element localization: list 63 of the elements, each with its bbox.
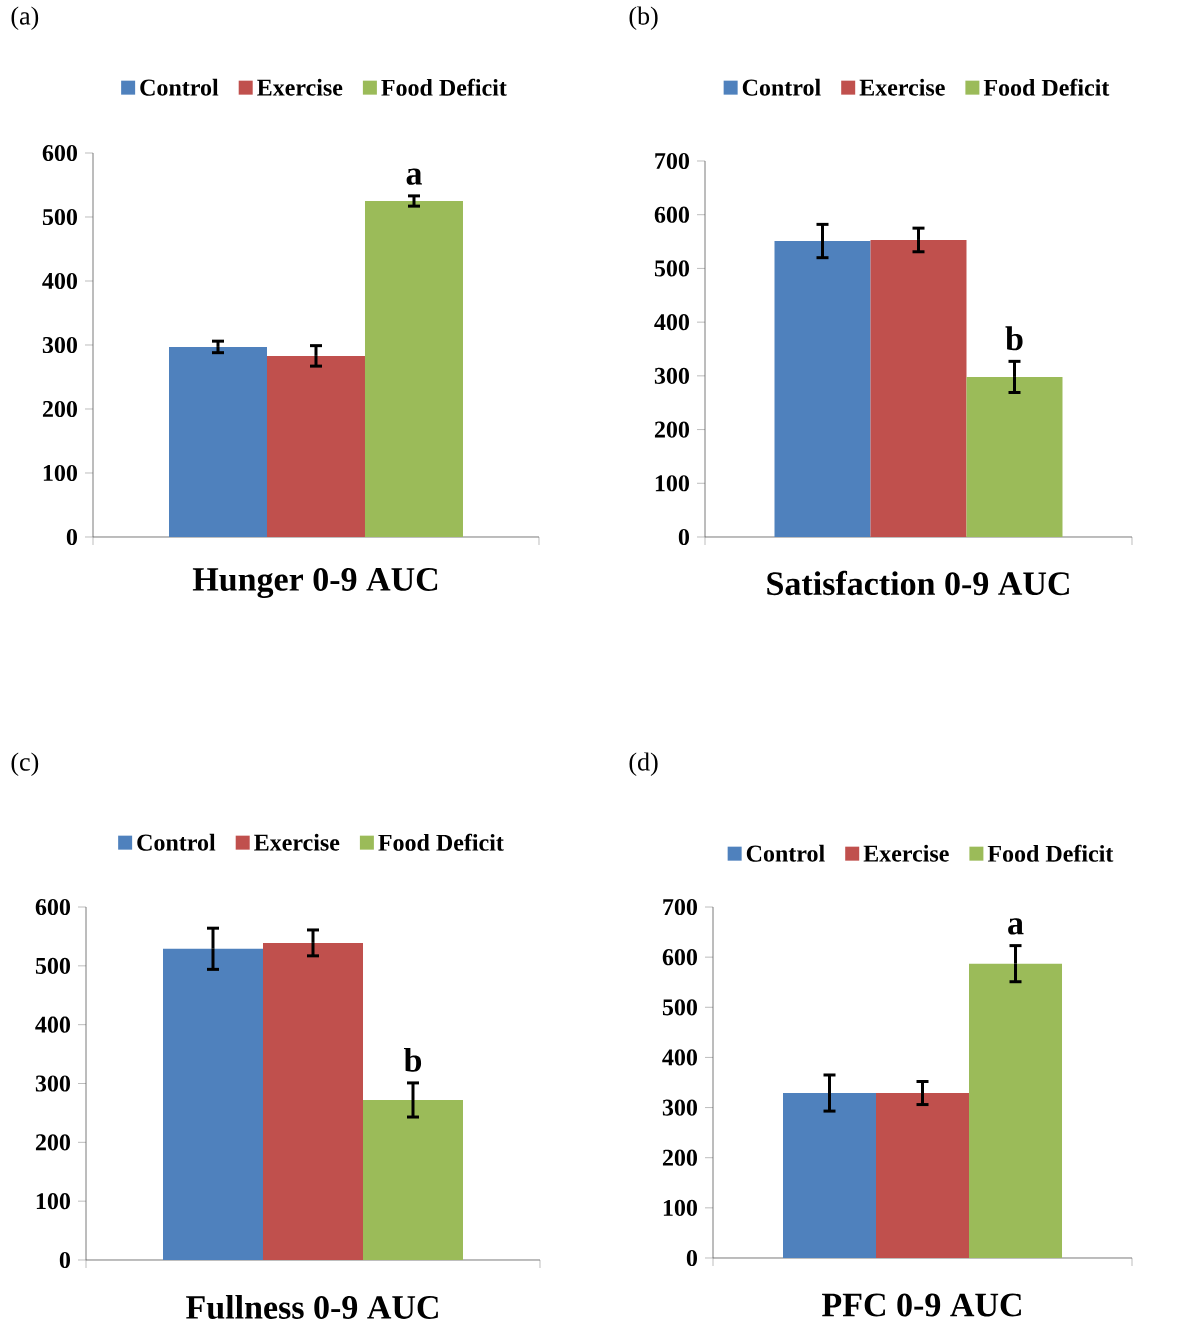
legend-label: Exercise: [254, 833, 340, 851]
y-tick-label: 400: [35, 1016, 70, 1033]
y-tick-label: 400: [662, 1049, 698, 1066]
bar: [363, 1099, 463, 1260]
bar: [169, 346, 267, 537]
y-tick-label: 300: [654, 367, 690, 384]
x-axis-title: Satisfaction 0-9 AUC: [767, 570, 1069, 596]
bar: [364, 201, 463, 537]
legend-label: Food Deficit: [983, 78, 1110, 96]
legend-label: Exercise: [863, 844, 949, 862]
annotation: b: [403, 1047, 422, 1072]
annotation: a: [1008, 918, 1024, 935]
y-tick-label: 500: [654, 260, 690, 277]
y-tick-label: 700: [663, 898, 698, 916]
y-tick-label: 400: [42, 272, 78, 290]
y-tick-label: 100: [43, 464, 78, 482]
y-tick-label: 600: [662, 949, 698, 966]
y-tick-label: 500: [35, 957, 70, 974]
bar: [266, 355, 365, 537]
y-tick-label: 500: [42, 208, 78, 226]
bar: [263, 942, 363, 1260]
y-tick-label: 0: [686, 1249, 698, 1267]
bar: [774, 241, 871, 537]
legend-label: Control: [137, 833, 216, 851]
y-tick-label: 300: [35, 1075, 70, 1092]
y-tick-label: 300: [42, 336, 78, 354]
legend-label: Control: [742, 78, 821, 96]
y-tick-label: 300: [662, 1099, 698, 1116]
legend-label: Control: [140, 78, 219, 96]
y-tick-label: 600: [654, 206, 690, 223]
y-tick-label: 200: [42, 400, 78, 418]
y-tick-label: 600: [42, 144, 78, 162]
legend-label: Exercise: [257, 78, 343, 96]
annotation: a: [406, 168, 422, 185]
annotation: b: [1005, 326, 1023, 351]
x-axis-title: Fullness 0-9 AUC: [186, 1295, 438, 1319]
y-tick-label: 200: [654, 421, 690, 438]
y-tick-label: 0: [59, 1251, 70, 1269]
x-axis-title: Hunger 0-9 AUC: [192, 567, 438, 599]
bar: [870, 239, 967, 537]
y-tick-label: 600: [35, 898, 70, 916]
x-axis-title: PFC 0-9 AUC: [822, 1293, 1021, 1317]
y-tick-label: 200: [662, 1149, 698, 1166]
chart-title: (a): [11, 6, 39, 30]
bar: [163, 948, 263, 1260]
legend-label: Control: [746, 844, 825, 862]
chart-title: (c): [11, 752, 39, 776]
y-tick-label: 200: [35, 1134, 70, 1151]
chart-title: (d): [629, 752, 658, 776]
y-tick-label: 100: [36, 1193, 70, 1210]
y-tick-label: 100: [663, 1199, 698, 1216]
y-tick-label: 500: [662, 999, 698, 1016]
y-tick-label: 700: [655, 152, 690, 170]
y-tick-label: 0: [678, 528, 690, 546]
chart-title: (b): [629, 6, 658, 30]
legend-label: Food Deficit: [378, 833, 504, 851]
legend-label: Exercise: [859, 78, 945, 96]
y-tick-label: 100: [655, 475, 690, 492]
y-tick-label: 0: [66, 528, 78, 546]
y-tick-label: 400: [654, 314, 690, 331]
legend-label: Food Deficit: [987, 844, 1114, 862]
legend-label: Food Deficit: [381, 78, 507, 96]
bar: [966, 376, 1063, 537]
